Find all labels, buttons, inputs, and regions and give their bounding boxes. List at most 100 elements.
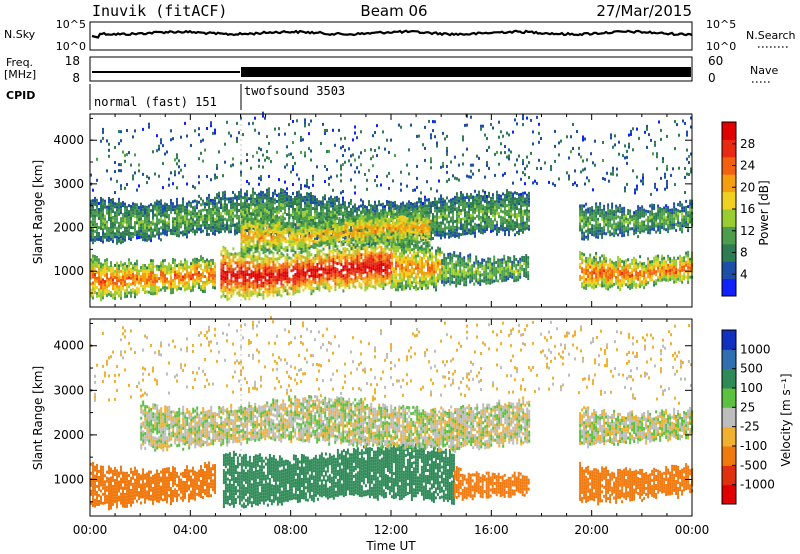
heatmap-cell [374, 209, 376, 213]
heatmap-cell [248, 273, 251, 277]
heatmap-cell [310, 292, 313, 296]
heatmap-cell [302, 270, 305, 274]
heatmap-cell [206, 276, 208, 280]
heatmap-cell [120, 275, 122, 279]
heatmap-cell [314, 198, 316, 202]
heatmap-cell [90, 232, 92, 236]
heatmap-cell [617, 279, 620, 283]
heatmap-cell [342, 265, 345, 269]
heatmap-cell [382, 263, 385, 266]
power-heatmap [90, 111, 694, 302]
heatmap-cell [424, 201, 426, 205]
heatmap-cell [583, 274, 586, 278]
heatmap-cell [106, 279, 108, 283]
heatmap-cell [647, 269, 650, 273]
heatmap-cell [639, 279, 642, 283]
heatmap-cell [334, 208, 336, 212]
heatmap-cell [150, 224, 152, 228]
heatmap-cell [444, 232, 446, 236]
heatmap-cell [222, 287, 225, 291]
heatmap-cell [462, 196, 464, 200]
heatmap-cell [376, 255, 379, 259]
heatmap-cell [140, 226, 142, 230]
heatmap-cell [669, 275, 672, 279]
heatmap-cell [286, 274, 289, 278]
heatmap-cell [466, 201, 468, 205]
heatmap-cell [336, 250, 339, 254]
heatmap-cell [188, 209, 190, 213]
heatmap-cell [130, 223, 132, 226]
heatmap-cell [186, 205, 188, 209]
heatmap-cell [228, 197, 230, 201]
heatmap-cell [276, 275, 279, 279]
heatmap-cell [134, 268, 136, 272]
heatmap-cell [272, 257, 275, 261]
heatmap-cell [126, 205, 128, 209]
heatmap-cell [106, 273, 108, 277]
heatmap-cell [100, 206, 102, 209]
heatmap-cell [136, 218, 138, 222]
heatmap-cell [236, 282, 239, 286]
heatmap-cell [417, 272, 419, 276]
heatmap-cell [236, 273, 239, 277]
heatmap-cell [378, 266, 381, 270]
heatmap-cell [276, 266, 279, 270]
heatmap-cell [509, 271, 512, 275]
heatmap-cell [405, 286, 407, 290]
heatmap-cell [523, 271, 526, 274]
heatmap-cell [453, 281, 456, 285]
heatmap-cell [605, 280, 608, 284]
heatmap-cell [296, 215, 298, 219]
heatmap-cell [248, 203, 250, 207]
heatmap-cell [296, 194, 298, 198]
heatmap-cell [474, 204, 476, 208]
heatmap-cell [439, 268, 441, 272]
heatmap-cell [401, 251, 403, 255]
heatmap-cell [294, 258, 297, 262]
heatmap-cell [304, 256, 307, 260]
heatmap-cell [172, 267, 174, 270]
heatmap-cell [667, 272, 670, 276]
heatmap-cell [140, 223, 142, 227]
heatmap-cell [429, 254, 431, 258]
heatmap-cell [262, 206, 264, 210]
heatmap-cell [312, 274, 315, 278]
heatmap-cell [296, 256, 299, 260]
heatmap-cell [298, 257, 301, 261]
heatmap-cell [188, 212, 190, 216]
heatmap-cell [338, 258, 341, 262]
heatmap-cell [298, 284, 301, 288]
heatmap-cell [607, 272, 610, 276]
heatmap-cell [166, 212, 168, 216]
heatmap-cell [587, 284, 590, 288]
heatmap-cell [627, 258, 630, 262]
heatmap-cell [643, 286, 646, 290]
heatmap-cell [448, 199, 450, 203]
heatmap-cell [493, 273, 496, 277]
heatmap-cell [593, 286, 596, 290]
heatmap-cell [102, 213, 104, 217]
heatmap-cell [635, 273, 638, 277]
heatmap-cell [188, 200, 190, 204]
heatmap-cell [354, 255, 357, 259]
heatmap-cell [477, 278, 480, 282]
heatmap-cell [298, 217, 300, 221]
heatmap-cell [597, 264, 600, 268]
heatmap-cell [517, 275, 520, 279]
heatmap-cell [308, 253, 311, 257]
heatmap-cell [184, 288, 186, 292]
heatmap-cell [118, 273, 120, 277]
heatmap-cell [182, 269, 184, 273]
heatmap-cell [100, 236, 102, 239]
heatmap-cell [430, 222, 432, 226]
heatmap-cell [246, 284, 249, 288]
heatmap-cell [424, 198, 426, 202]
heatmap-cell [348, 228, 350, 232]
heatmap-cell [116, 279, 118, 283]
heatmap-cell [474, 210, 476, 214]
heatmap-cell [450, 228, 452, 232]
heatmap-cell [370, 248, 373, 252]
heatmap-cell [370, 254, 373, 258]
heatmap-cell [270, 197, 272, 200]
heatmap-cell [659, 273, 662, 277]
